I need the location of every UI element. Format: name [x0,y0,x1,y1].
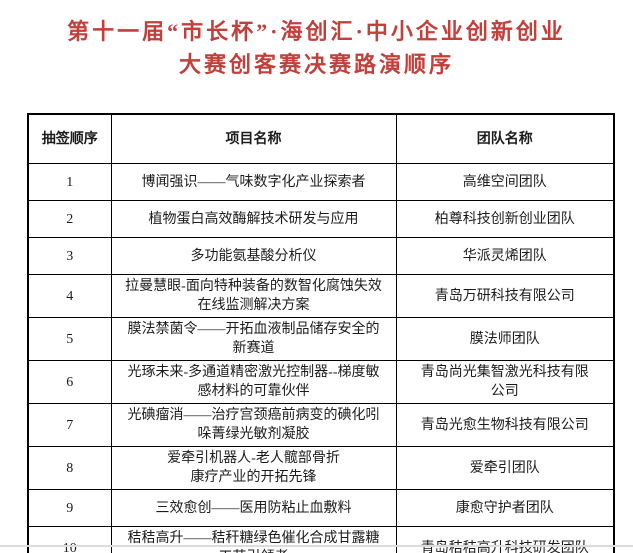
draw-order-cell: 10 [27,526,112,553]
table-row: 3 多功能氨基酸分析仪 华派灵烯团队 [27,237,615,275]
document-title: 第十一届“市长杯”·海创汇·中小企业创新创业 大赛创客赛决赛路演顺序 [0,0,633,81]
team-name-cell: 华派灵烯团队 [395,237,615,275]
draw-order-cell: 4 [27,274,112,318]
table-row: 1 博闻强识——气味数字化产业探索者 高维空间团队 [27,163,615,201]
column-header-team-name: 团队名称 [395,113,615,164]
draw-order-cell: 2 [27,200,112,238]
project-name-cell: 多功能氨基酸分析仪 [110,237,397,275]
draw-order-cell: 6 [27,360,112,404]
team-name-cell: 柏尊科技创新创业团队 [395,200,615,238]
table-row: 5 膜法禁菌令——开拓血液制品储存安全的 新赛道 膜法师团队 [27,317,615,361]
draw-order-cell: 9 [27,489,112,527]
title-line-2: 大赛创客赛决赛路演顺序 [178,52,454,77]
column-header-project-name: 项目名称 [110,113,397,164]
draw-order-cell: 8 [27,446,112,490]
team-name-cell: 青岛光愈生物科技有限公司 [395,403,615,447]
team-name-cell: 青岛秸秸高升科技研发团队 [395,526,615,553]
project-name-cell: 膜法禁菌令——开拓血液制品储存安全的 新赛道 [110,317,397,361]
team-name-cell: 高维空间团队 [395,163,615,201]
draw-order-cell: 1 [27,163,112,201]
table-row: 10 秸秸高升——秸秆糖绿色催化合成甘露糖 工艺引领者 青岛秸秸高升科技研发团队 [27,526,615,553]
draw-order-cell: 7 [27,403,112,447]
table-row: 7 光碘瘤消——治疗宫颈癌前病变的碘化吲 哚菁绿光敏剂凝胶 青岛光愈生物科技有限… [27,403,615,447]
team-name-cell: 青岛尚光集智激光科技有限 公司 [395,360,615,404]
title-line-1: 第十一届“市长杯”·海创汇·中小企业创新创业 [67,19,566,44]
project-name-cell: 秸秸高升——秸秆糖绿色催化合成甘露糖 工艺引领者 [110,526,397,553]
table-row: 8 爱牵引机器人-老人髋部骨折 康疗产业的开拓先锋 爱牵引团队 [27,446,615,490]
page-edge-divider [0,545,633,547]
team-name-cell: 爱牵引团队 [395,446,615,490]
project-name-cell: 爱牵引机器人-老人髋部骨折 康疗产业的开拓先锋 [110,446,397,490]
team-name-cell: 青岛万研科技有限公司 [395,274,615,318]
table-row: 2 植物蛋白高效酶解技术研发与应用 柏尊科技创新创业团队 [27,200,615,238]
roadshow-order-table: 抽签顺序 项目名称 团队名称 1 博闻强识——气味数字化产业探索者 高维空间团队… [27,113,615,553]
project-name-cell: 植物蛋白高效酶解技术研发与应用 [110,200,397,238]
table-header-row: 抽签顺序 项目名称 团队名称 [27,113,615,164]
draw-order-cell: 5 [27,317,112,361]
project-name-cell: 博闻强识——气味数字化产业探索者 [110,163,397,201]
table-row: 6 光琢未来-多通道精密激光控制器--梯度敏 感材料的可靠伙伴 青岛尚光集智激光… [27,360,615,404]
team-name-cell: 康愈守护者团队 [395,489,615,527]
draw-order-cell: 3 [27,237,112,275]
project-name-cell: 光碘瘤消——治疗宫颈癌前病变的碘化吲 哚菁绿光敏剂凝胶 [110,403,397,447]
team-name-cell: 膜法师团队 [395,317,615,361]
project-name-cell: 三效愈创——医用防粘止血敷料 [110,489,397,527]
table-row: 9 三效愈创——医用防粘止血敷料 康愈守护者团队 [27,489,615,527]
table-row: 4 拉曼慧眼-面向特种装备的数智化腐蚀失效 在线监测解决方案 青岛万研科技有限公… [27,274,615,318]
column-header-draw-order: 抽签顺序 [27,113,112,164]
project-name-cell: 光琢未来-多通道精密激光控制器--梯度敏 感材料的可靠伙伴 [110,360,397,404]
project-name-cell: 拉曼慧眼-面向特种装备的数智化腐蚀失效 在线监测解决方案 [110,274,397,318]
